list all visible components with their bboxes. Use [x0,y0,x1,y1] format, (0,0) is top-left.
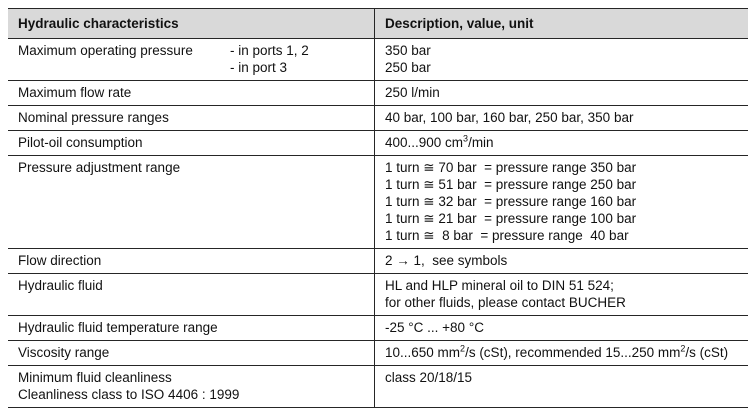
row-sublabel: - in port 3 [230,60,288,75]
row-label-cell: Maximum flow rate [8,81,375,105]
row-value-cell: 2 → 1, see symbols [375,249,748,273]
table-row-pilot-oil-consumption: Pilot-oil consumption 400...900 cm3/min [8,131,748,156]
row-value-line: HL and HLP mineral oil to DIN 51 524; [385,278,614,293]
table-row-viscosity-range: Viscosity range 10...650 mm2/s (cSt), rec… [8,341,748,366]
row-value-cell: HL and HLP mineral oil to DIN 51 524; for… [375,274,748,315]
row-value-line: 1 turn ≅ 51 bar = pressure range 250 bar [385,177,637,192]
row-value-line: for other fluids, please contact BUCHER [385,295,626,310]
row-value-line: 10...650 mm2/s (cSt), recommended 15...2… [385,343,729,360]
row-value-cell: class 20/18/15 [375,366,748,407]
row-label-cell: Maximum operating pressure - in ports 1, … [8,39,375,80]
row-value-line: 40 bar, 100 bar, 160 bar, 250 bar, 350 b… [385,110,634,125]
row-value-cell: 400...900 cm3/min [375,131,748,155]
row-label-cell: Pilot-oil consumption [8,131,375,155]
row-label: Pilot-oil consumption [18,135,143,150]
row-value-line: 2 → 1, see symbols [385,253,508,268]
row-label: Hydraulic fluid [18,278,103,293]
superscript: 2 [460,343,466,354]
row-value-line: 250 l/min [385,85,440,100]
table-header-row: Hydraulic characteristics Description, v… [8,9,748,39]
row-label: Hydraulic fluid temperature range [18,320,218,335]
header-cell-characteristics: Hydraulic characteristics [8,9,375,38]
row-value-line: 250 bar [385,60,431,75]
table-row-maximum-operating-pressure: Maximum operating pressure - in ports 1, … [8,39,748,81]
superscript: 2 [680,343,686,354]
row-value-line: 1 turn ≅ 32 bar = pressure range 160 bar [385,194,637,209]
row-label-cell: Minimum fluid cleanliness Cleanliness cla… [8,366,375,407]
row-value-line: class 20/18/15 [385,370,473,385]
row-label: Nominal pressure ranges [18,110,169,125]
row-label: Viscosity range [18,345,110,360]
table-row-hydraulic-fluid-temperature-range: Hydraulic fluid temperature range -25 °C … [8,316,748,341]
table-row-nominal-pressure-ranges: Nominal pressure ranges 40 bar, 100 bar, … [8,106,748,131]
row-label: Maximum flow rate [18,85,132,100]
table-body: Maximum operating pressure - in ports 1, … [8,39,748,408]
row-value-line: -25 °C ... +80 °C [385,320,484,335]
row-value-cell: 250 l/min [375,81,748,105]
header-cell-description: Description, value, unit [375,9,748,38]
row-label-cell: Flow direction [8,249,375,273]
row-label-cell: Viscosity range [8,341,375,365]
row-sublabel: - in ports 1, 2 [230,43,309,58]
row-label-cell: Hydraulic fluid [8,274,375,315]
table-row-maximum-flow-rate: Maximum flow rate 250 l/min [8,81,748,106]
row-value-cell: 40 bar, 100 bar, 160 bar, 250 bar, 350 b… [375,106,748,130]
row-label-cell: Nominal pressure ranges [8,106,375,130]
row-label-cell: Hydraulic fluid temperature range [8,316,375,340]
header-label-description: Description, value, unit [385,16,534,31]
row-value-cell: 10...650 mm2/s (cSt), recommended 15...2… [375,341,748,365]
row-label: Maximum operating pressure [18,43,193,58]
row-label-cell: Pressure adjustment range [8,156,375,248]
row-value-line: 1 turn ≅ 70 bar = pressure range 350 bar [385,160,637,175]
table-row-flow-direction: Flow direction 2 → 1, see symbols [8,249,748,274]
row-label: Flow direction [18,253,102,268]
row-value-line: 350 bar [385,43,431,58]
row-value-line: 1 turn ≅ 21 bar = pressure range 100 bar [385,211,637,226]
hydraulic-characteristics-table: Hydraulic characteristics Description, v… [8,8,748,408]
table-row-hydraulic-fluid: Hydraulic fluid HL and HLP mineral oil to… [8,274,748,316]
row-value-cell: -25 °C ... +80 °C [375,316,748,340]
row-value-line: 400...900 cm3/min [385,133,494,150]
row-value-cell: 1 turn ≅ 70 bar = pressure range 350 bar… [375,156,748,248]
row-value-cell: 350 bar 250 bar [375,39,748,80]
row-label: Cleanliness class to ISO 4406 : 1999 [18,387,240,402]
header-label-characteristics: Hydraulic characteristics [18,16,179,31]
row-label: Minimum fluid cleanliness [18,370,172,385]
table-row-pressure-adjustment-range: Pressure adjustment range 1 turn ≅ 70 bar… [8,156,748,249]
row-label: Pressure adjustment range [18,160,181,175]
row-value-line: 1 turn ≅ 8 bar = pressure range 40 bar [385,228,629,243]
superscript: 3 [463,133,469,144]
table-row-minimum-fluid-cleanliness: Minimum fluid cleanliness Cleanliness cla… [8,366,748,408]
